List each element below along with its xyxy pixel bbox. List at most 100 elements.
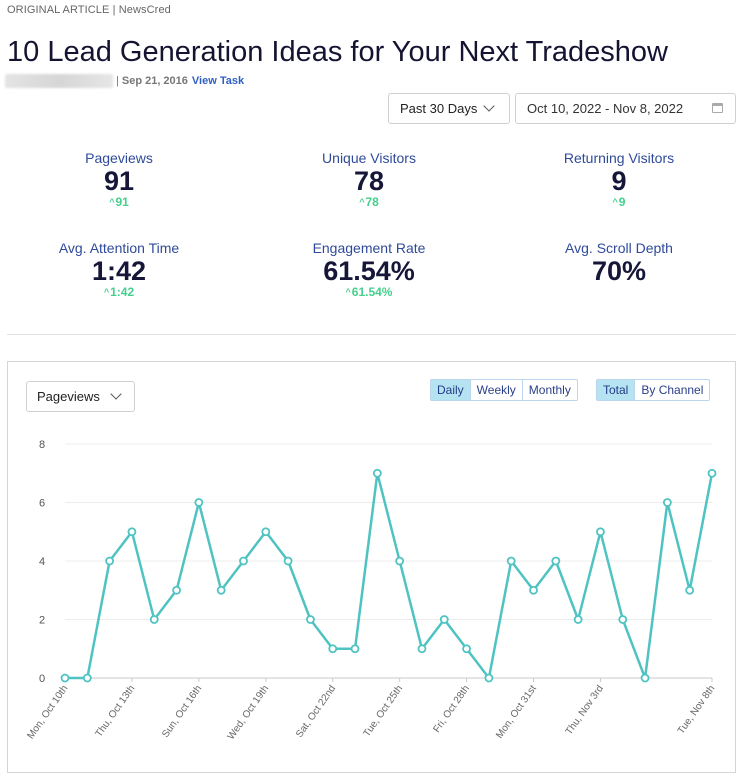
mode-total-button[interactable]: Total xyxy=(597,380,635,400)
stat-label: Avg. Scroll Depth xyxy=(565,240,673,256)
period-toggle: Daily Weekly Monthly xyxy=(430,379,578,401)
data-point xyxy=(662,498,672,507)
x-tick-label: Thu, Nov 3rd xyxy=(564,683,606,737)
stat-engagement-rate: Engagement Rate 61.54% ^61.54% xyxy=(269,240,469,298)
data-point xyxy=(82,673,92,683)
date-range-picker[interactable]: Oct 10, 2022 - Nov 8, 2022 xyxy=(515,93,736,124)
byline: | Sep 21, 2016 View Task xyxy=(5,74,244,88)
data-point xyxy=(462,644,471,654)
period-daily-button[interactable]: Daily xyxy=(431,380,470,400)
stat-value: 1:42 xyxy=(91,256,147,286)
stat-unique-visitors: Unique Visitors 78 ^78 xyxy=(269,150,469,208)
data-point xyxy=(60,673,70,683)
stat-returning-visitors: Returning Visitors 9 ^9 xyxy=(519,150,719,208)
stat-delta: ^9 xyxy=(519,196,719,208)
y-tick-label: 0 xyxy=(39,673,45,685)
x-tick-label: Sat, Oct 22nd xyxy=(294,683,338,739)
stat-label: Avg. Attention Time xyxy=(58,240,180,256)
data-point xyxy=(506,556,516,566)
stat-avg-scroll-depth: Avg. Scroll Depth 70% xyxy=(519,240,719,286)
stat-pageviews: Pageviews 91 ^91 xyxy=(19,150,219,208)
stat-delta: ^1:42 xyxy=(19,286,219,298)
source-line: ORIGINAL ARTICLE | NewsCred xyxy=(7,4,171,16)
metric-dropdown[interactable]: Pageviews xyxy=(26,381,135,412)
stat-delta-value: 91 xyxy=(115,195,129,209)
period-weekly-button[interactable]: Weekly xyxy=(469,380,522,400)
data-point xyxy=(640,673,650,683)
section-divider xyxy=(7,334,736,335)
stat-avg-attention-time: Avg. Attention Time 1:42 ^1:42 xyxy=(19,240,219,298)
data-point xyxy=(707,468,717,478)
stat-value: 61.54% xyxy=(323,256,415,286)
data-point xyxy=(395,556,405,566)
data-point xyxy=(618,615,628,624)
up-arrow-icon: ^ xyxy=(612,197,618,207)
stat-delta: ^91 xyxy=(19,196,219,208)
x-tick-label: Fri, Oct 28th xyxy=(431,683,472,734)
x-tick-label: Tue, Nov 8th xyxy=(676,683,718,736)
stat-value: 9 xyxy=(611,166,627,196)
stat-delta: ^61.54% xyxy=(269,286,469,298)
data-point xyxy=(350,644,360,654)
data-point xyxy=(194,498,204,507)
data-point xyxy=(105,556,115,566)
stat-value: 70% xyxy=(591,256,647,286)
period-monthly-button[interactable]: Monthly xyxy=(521,380,577,400)
x-tick-label: Tue, Oct 25th xyxy=(362,683,406,739)
stat-delta-value: 61.54% xyxy=(351,285,393,299)
data-point xyxy=(417,644,427,654)
up-arrow-icon: ^ xyxy=(345,287,351,297)
series-line xyxy=(65,472,714,680)
stat-delta-value: 1:42 xyxy=(110,285,135,299)
y-tick-label: 2 xyxy=(39,615,45,627)
data-point xyxy=(127,527,137,537)
x-tick-label: Wed, Oct 19th xyxy=(226,683,272,742)
data-point xyxy=(573,615,583,624)
mode-by-channel-button[interactable]: By Channel xyxy=(634,380,709,400)
data-point xyxy=(484,673,494,683)
stat-value: 78 xyxy=(353,166,385,196)
x-tick-label: Sun, Oct 16th xyxy=(160,683,204,739)
byline-separator: | xyxy=(116,75,119,87)
view-task-link[interactable]: View Task xyxy=(191,75,245,87)
chevron-down-icon xyxy=(483,100,495,112)
data-point xyxy=(551,556,561,566)
stat-value: 91 xyxy=(103,166,135,196)
mode-toggle: Total By Channel xyxy=(596,379,711,401)
pageviews-line-chart: 0 2 4 6 8 Mon, Oct 10th Thu, Oct 13th Sun, Oct … xyxy=(25,439,718,742)
stat-delta: ^78 xyxy=(269,196,469,208)
data-point xyxy=(596,527,605,537)
up-arrow-icon: ^ xyxy=(359,197,365,207)
data-point xyxy=(261,527,271,537)
x-tick-label: Mon, Oct 31st xyxy=(494,683,539,740)
x-tick-label: Mon, Oct 10th xyxy=(25,683,70,741)
data-point xyxy=(328,644,338,654)
stat-label: Returning Visitors xyxy=(563,150,675,166)
data-point xyxy=(149,615,159,624)
metric-dropdown-label: Pageviews xyxy=(37,389,100,404)
stat-delta-value: 78 xyxy=(365,195,379,209)
data-point xyxy=(172,585,181,595)
y-tick-label: 6 xyxy=(39,498,45,510)
data-point xyxy=(283,556,293,566)
stat-delta-value: 9 xyxy=(618,195,626,209)
stat-label: Pageviews xyxy=(85,150,153,166)
up-arrow-icon: ^ xyxy=(109,197,115,207)
stat-label: Engagement Rate xyxy=(312,240,426,256)
range-dropdown-label: Past 30 Days xyxy=(400,101,478,116)
date-range-label: Oct 10, 2022 - Nov 8, 2022 xyxy=(527,101,684,116)
chart-panel: Pageviews Daily Weekly Monthly Total By … xyxy=(7,361,736,773)
data-point xyxy=(439,615,449,624)
data-point xyxy=(685,585,695,595)
y-tick-label: 4 xyxy=(39,556,45,568)
data-point xyxy=(239,556,248,566)
publish-date: Sep 21, 2016 xyxy=(121,75,188,87)
stat-label: Unique Visitors xyxy=(322,150,416,166)
y-tick-label: 8 xyxy=(39,439,45,451)
data-point xyxy=(216,585,226,595)
data-point xyxy=(529,585,538,595)
up-arrow-icon: ^ xyxy=(103,287,110,297)
range-dropdown[interactable]: Past 30 Days xyxy=(388,93,510,124)
calendar-icon xyxy=(712,103,723,113)
author-redacted xyxy=(5,74,113,88)
